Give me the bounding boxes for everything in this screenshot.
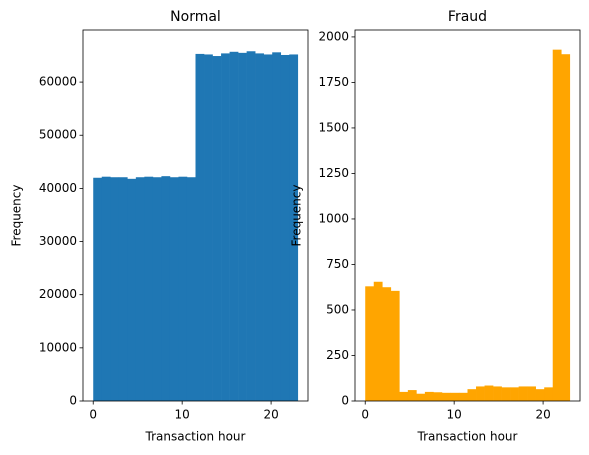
y-tick-label: 30000 <box>39 234 77 248</box>
bar <box>484 385 494 401</box>
bar <box>501 387 511 401</box>
y-tick-label: 20000 <box>39 287 77 301</box>
bar <box>399 391 409 401</box>
axes-frame <box>82 29 309 402</box>
bar <box>221 53 230 402</box>
x-tick-label: 0 <box>361 408 369 422</box>
bar <box>229 51 239 401</box>
y-tick-label: 250 <box>326 348 349 362</box>
y-axis-label: Frequency <box>290 185 304 247</box>
bar <box>416 393 426 401</box>
bar <box>424 391 434 401</box>
bar <box>450 392 460 401</box>
bar <box>458 392 468 401</box>
bar <box>467 389 477 401</box>
x-tick-label: 10 <box>447 408 462 422</box>
bar <box>135 177 145 401</box>
y-tick-label: 0 <box>69 394 77 408</box>
bar <box>110 177 120 401</box>
bar <box>289 54 299 401</box>
bar <box>493 386 502 401</box>
bar <box>127 178 137 401</box>
bar <box>280 54 290 401</box>
y-tick-label: 1500 <box>318 120 349 134</box>
bar <box>441 392 451 401</box>
y-tick-label: 1000 <box>318 211 349 225</box>
bar <box>161 176 171 401</box>
y-tick-label: 0 <box>341 394 349 408</box>
x-tick-label: 10 <box>175 408 190 422</box>
y-tick-label: 750 <box>326 257 349 271</box>
bar <box>272 52 282 401</box>
y-tick-label: 2000 <box>318 29 349 43</box>
bar <box>433 392 443 401</box>
bar <box>186 177 196 401</box>
y-tick-label: 50000 <box>39 128 77 142</box>
bar <box>510 387 519 401</box>
x-axis-label: Transaction hour <box>145 430 246 444</box>
y-tick-label: 1250 <box>318 166 349 180</box>
chart-title: Fraud <box>448 9 487 25</box>
bar <box>561 54 571 401</box>
bar <box>178 176 188 401</box>
bar <box>101 176 111 401</box>
bar <box>407 390 417 401</box>
bar <box>152 177 162 401</box>
x-tick-label: 20 <box>535 408 550 422</box>
bar <box>390 290 400 401</box>
bar <box>382 287 392 401</box>
x-axis-label: Transaction hour <box>417 430 518 444</box>
bar <box>552 49 562 401</box>
x-tick-label: 20 <box>263 408 278 422</box>
bar <box>527 386 536 401</box>
bar <box>195 53 205 402</box>
y-tick-label: 1750 <box>318 75 349 89</box>
x-tick-label: 0 <box>89 408 97 422</box>
bar <box>204 54 213 401</box>
bar <box>255 53 264 402</box>
bar <box>373 281 383 401</box>
bar <box>238 52 247 402</box>
bar <box>212 56 222 402</box>
bar <box>144 176 154 401</box>
y-tick-label: 500 <box>326 302 349 316</box>
bar <box>544 387 554 401</box>
bar <box>93 177 103 401</box>
bar <box>118 177 128 401</box>
y-tick-label: 40000 <box>39 181 77 195</box>
y-tick-label: 60000 <box>39 75 77 89</box>
chart-title: Normal <box>170 9 221 25</box>
bar <box>246 51 256 402</box>
y-tick-label: 10000 <box>39 340 77 354</box>
bar <box>263 54 273 401</box>
bar <box>535 389 545 401</box>
bar <box>518 386 528 401</box>
y-axis-label: Frequency <box>10 185 24 247</box>
bar <box>365 286 375 401</box>
bar <box>476 386 485 401</box>
axes-frame <box>354 29 581 402</box>
bar <box>169 177 179 401</box>
